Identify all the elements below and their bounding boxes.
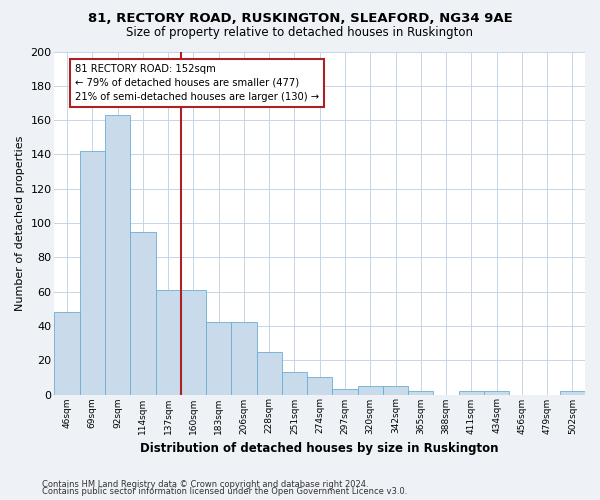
Text: 81 RECTORY ROAD: 152sqm
← 79% of detached houses are smaller (477)
21% of semi-d: 81 RECTORY ROAD: 152sqm ← 79% of detache… (74, 64, 319, 102)
Text: Contains public sector information licensed under the Open Government Licence v3: Contains public sector information licen… (42, 487, 407, 496)
Bar (155, 290, 181, 395)
Bar (181, 290, 206, 395)
Y-axis label: Number of detached properties: Number of detached properties (15, 136, 25, 310)
Bar (105, 115, 130, 394)
Bar (458, 391, 484, 394)
Bar (484, 391, 509, 394)
Bar (206, 322, 232, 394)
Bar (332, 390, 358, 394)
Text: 81, RECTORY ROAD, RUSKINGTON, SLEAFORD, NG34 9AE: 81, RECTORY ROAD, RUSKINGTON, SLEAFORD, … (88, 12, 512, 26)
Bar (307, 378, 332, 394)
Bar (358, 386, 383, 394)
Bar (55, 312, 80, 394)
Bar (408, 391, 433, 394)
Bar (560, 391, 585, 394)
Bar (80, 151, 105, 394)
Bar (232, 322, 257, 394)
Bar (383, 386, 408, 394)
X-axis label: Distribution of detached houses by size in Ruskington: Distribution of detached houses by size … (140, 442, 499, 455)
Bar (257, 352, 282, 395)
Text: Contains HM Land Registry data © Crown copyright and database right 2024.: Contains HM Land Registry data © Crown c… (42, 480, 368, 489)
Text: Size of property relative to detached houses in Ruskington: Size of property relative to detached ho… (127, 26, 473, 39)
Bar (282, 372, 307, 394)
Bar (130, 232, 155, 394)
